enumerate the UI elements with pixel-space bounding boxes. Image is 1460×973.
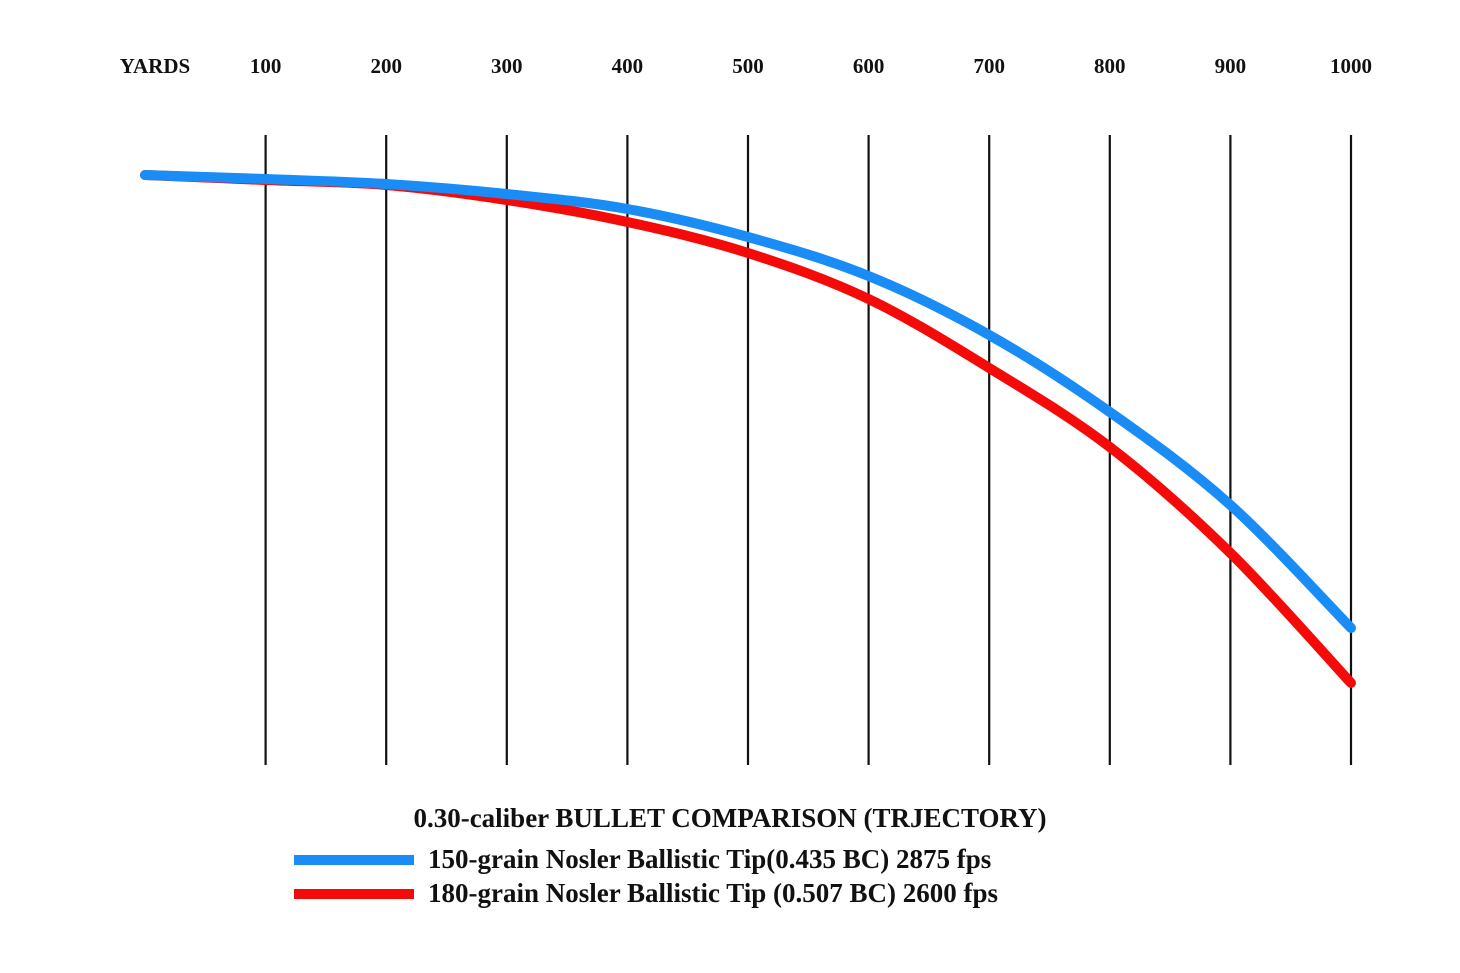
x-axis-label: YARDS [120, 54, 190, 78]
x-tick-label: 500 [732, 54, 764, 78]
x-tick-label: 900 [1215, 54, 1247, 78]
series-line-150-grain [140, 170, 1356, 633]
legend-item-180-grain: 180-grain Nosler Ballistic Tip (0.507 BC… [294, 878, 998, 909]
x-tick-label: 400 [612, 54, 644, 78]
x-tick-label: 200 [370, 54, 402, 78]
legend-label: 180-grain Nosler Ballistic Tip (0.507 BC… [428, 878, 999, 908]
x-tick-label: 800 [1094, 54, 1126, 78]
chart-title: 0.30-caliber BULLET COMPARISON (TRJECTOR… [413, 803, 1047, 833]
x-tick-label: 100 [250, 54, 282, 78]
x-tick-label: 300 [491, 54, 523, 78]
x-tick-label: 700 [973, 54, 1005, 78]
x-tick-label: 1000 [1330, 54, 1372, 78]
legend-swatch-blue [294, 854, 414, 865]
legend-item-150-grain: 150-grain Nosler Ballistic Tip(0.435 BC)… [294, 844, 991, 875]
x-tick-label: 600 [853, 54, 885, 78]
legend-swatch-red [294, 888, 414, 899]
legend-label: 150-grain Nosler Ballistic Tip(0.435 BC)… [428, 844, 992, 874]
